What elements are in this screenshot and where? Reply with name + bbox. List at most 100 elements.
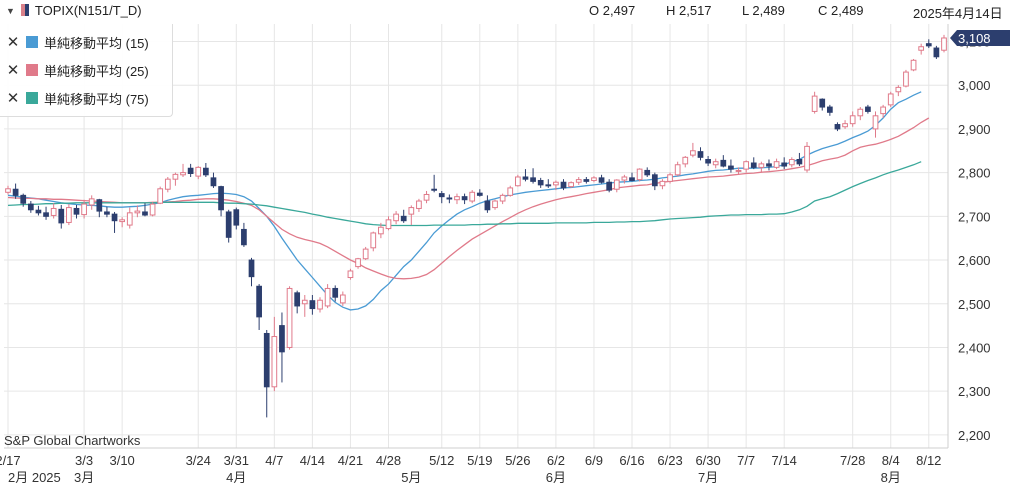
x-tick-label: 6/23 — [657, 453, 682, 468]
candle-body — [218, 186, 224, 211]
candle-body — [682, 156, 689, 165]
y-tick-label: 2,600 — [958, 253, 991, 268]
candle-body — [438, 193, 445, 198]
candle-body — [545, 184, 552, 187]
high-value: H 2,517 — [666, 3, 712, 18]
month-label: 6月 — [546, 470, 566, 485]
candle-body — [309, 300, 316, 310]
x-tick-label: 5/12 — [429, 453, 454, 468]
candle-body — [111, 213, 118, 222]
open-value: O 2,497 — [589, 3, 636, 18]
candle-body — [81, 203, 87, 216]
candle-body — [469, 191, 476, 202]
candle-body — [20, 194, 27, 204]
x-tick-label: 4/21 — [338, 453, 363, 468]
y-tick-label: 3,000 — [958, 78, 991, 93]
x-tick-label: 7/7 — [737, 453, 755, 468]
candle-body — [659, 180, 666, 187]
chevron-down-icon[interactable]: ▼ — [6, 6, 15, 16]
candle-body — [773, 161, 780, 168]
candlestick-icon — [20, 4, 29, 16]
date-value: 2025年4月14日 — [913, 6, 1003, 21]
x-tick-label: 7/28 — [840, 453, 865, 468]
candle-body — [73, 207, 80, 215]
candle-body — [172, 173, 179, 180]
x-tick-label: 6/16 — [619, 453, 644, 468]
candle-body — [43, 212, 49, 217]
candle-body — [393, 213, 399, 222]
candle-body — [880, 106, 886, 115]
candle-body — [553, 181, 559, 186]
candle-body — [788, 159, 795, 166]
moving-average-line — [7, 117, 930, 280]
candle-body — [804, 145, 810, 171]
close-icon[interactable]: ✕ — [6, 90, 20, 107]
candle-body — [233, 209, 240, 226]
x-tick-label: 3/31 — [224, 453, 249, 468]
legend-label: 単純移動平均 (15) — [44, 35, 149, 51]
y-tick-label: 2,900 — [958, 122, 991, 137]
candle-body — [750, 162, 757, 168]
candle-body — [157, 188, 164, 204]
month-label: 5月 — [401, 470, 421, 485]
close-icon[interactable]: ✕ — [6, 34, 20, 51]
x-tick-label: 5/19 — [467, 453, 492, 468]
axis-layer: 2,200 2,300 2,400 2,500 2,600 2,700 2,800 2,900… — [0, 29, 1010, 485]
month-label: 7月 — [698, 470, 718, 485]
close-value: C 2,489 — [818, 3, 864, 18]
candle-body — [568, 182, 574, 188]
candle-body — [355, 258, 361, 268]
candle-body — [378, 226, 384, 235]
x-tick-label: 6/30 — [695, 453, 720, 468]
month-label: 3月 — [74, 470, 94, 485]
candle-body — [5, 188, 11, 193]
candle-body — [50, 207, 57, 216]
month-label: 2月 2025 — [8, 470, 61, 485]
candle-body — [271, 336, 278, 388]
candle-body — [370, 232, 377, 249]
candle-body — [865, 106, 871, 112]
candle-body — [454, 196, 460, 201]
y-tick-label: 2,200 — [958, 428, 991, 443]
candle-body — [195, 166, 202, 177]
candle-body — [35, 209, 42, 214]
candle-body — [872, 115, 879, 130]
candle-body — [416, 200, 422, 209]
legend-item-sma15: ✕ 単純移動平均 (15) — [0, 28, 172, 56]
legend-item-sma75: ✕ 単純移動平均 (75) — [0, 84, 172, 112]
close-icon[interactable]: ✕ — [6, 62, 20, 79]
candle-body — [476, 192, 483, 196]
candle-body — [910, 59, 917, 71]
candle-body — [849, 115, 856, 125]
candle-body — [248, 259, 255, 278]
symbol-label: TOPIX(N151/T_D) — [34, 3, 142, 18]
candle-body — [583, 179, 590, 182]
candle-body — [423, 193, 430, 201]
indicator-legend: ✕ 単純移動平均 (15) ✕ 単純移動平均 (25) ✕ 単純移動平均 (75… — [0, 24, 173, 117]
candle-body — [766, 163, 772, 167]
candle-body — [720, 159, 727, 167]
candle-body — [606, 181, 613, 191]
candle-body — [134, 210, 141, 214]
candle-body — [294, 292, 301, 307]
candle-body — [317, 299, 323, 310]
symbol-title[interactable]: ▼ TOPIX(N151/T_D) — [6, 3, 142, 18]
candle-body — [514, 176, 521, 187]
candle-body — [96, 199, 103, 212]
candle-body — [263, 332, 270, 388]
month-label: 8月 — [881, 470, 901, 485]
candle-body — [560, 181, 567, 189]
candle-body — [651, 174, 658, 187]
candle-body — [446, 197, 453, 200]
candle-body — [225, 211, 232, 238]
candle-body — [705, 159, 711, 164]
candle-body — [149, 203, 156, 216]
candle-body — [324, 287, 331, 307]
candle-body — [187, 167, 194, 174]
candle-body — [12, 188, 19, 196]
y-tick-label: 2,700 — [958, 209, 991, 224]
legend-label: 単純移動平均 (75) — [44, 91, 149, 107]
candle-body — [697, 151, 704, 158]
candle-body — [164, 178, 171, 190]
candle-body — [712, 161, 719, 166]
